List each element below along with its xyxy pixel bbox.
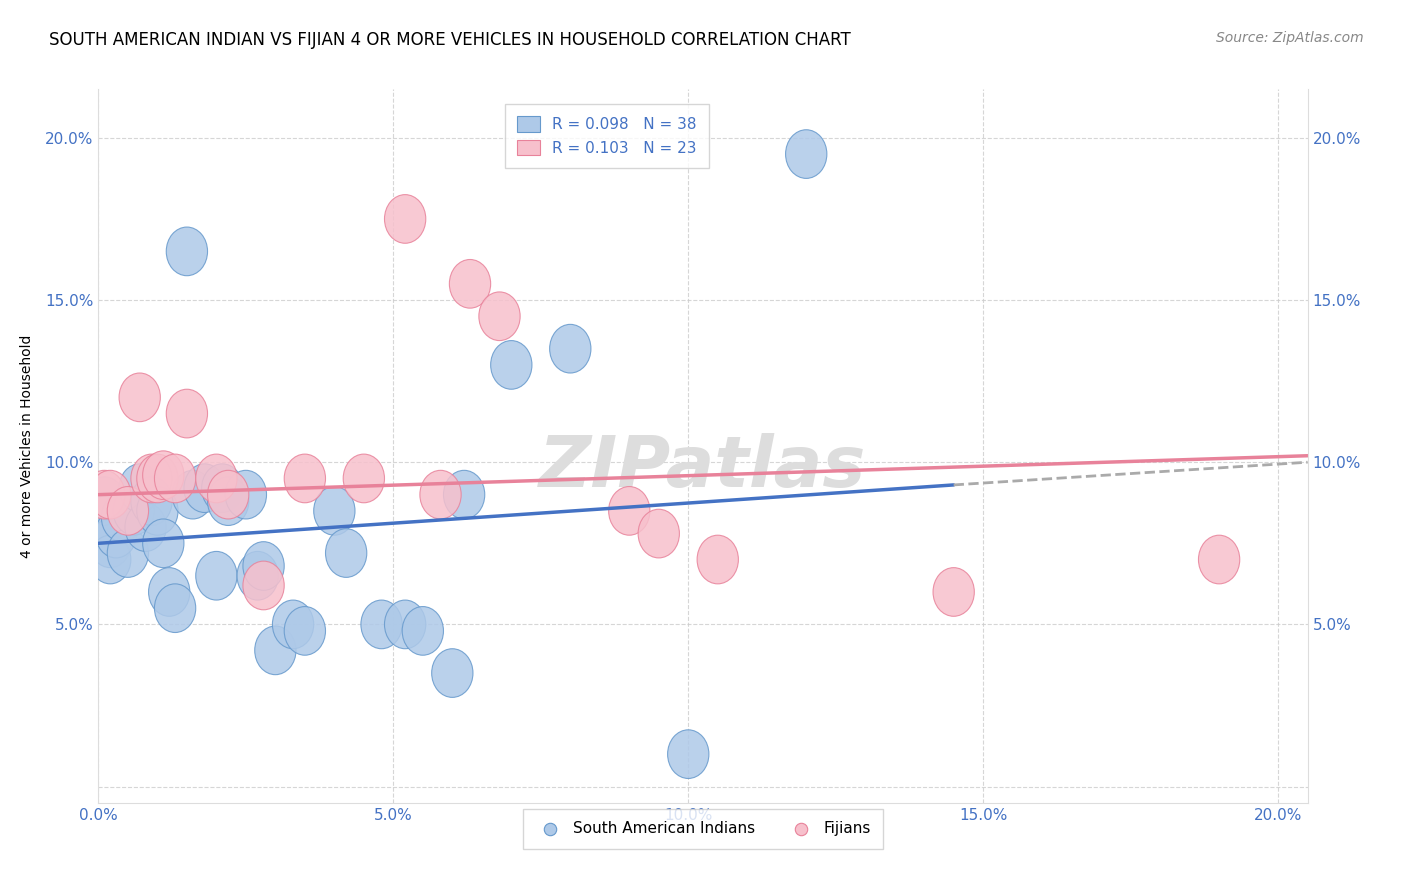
Ellipse shape: [84, 477, 125, 525]
Ellipse shape: [934, 567, 974, 616]
Ellipse shape: [284, 607, 326, 656]
Ellipse shape: [314, 486, 354, 535]
Ellipse shape: [90, 535, 131, 584]
Ellipse shape: [361, 600, 402, 648]
Text: Source: ZipAtlas.com: Source: ZipAtlas.com: [1216, 31, 1364, 45]
Ellipse shape: [479, 292, 520, 341]
Ellipse shape: [550, 325, 591, 373]
Y-axis label: 4 or more Vehicles in Household: 4 or more Vehicles in Household: [20, 334, 34, 558]
Ellipse shape: [184, 464, 225, 513]
Ellipse shape: [697, 535, 738, 584]
Ellipse shape: [491, 341, 531, 389]
Ellipse shape: [273, 600, 314, 648]
Ellipse shape: [101, 493, 142, 541]
Ellipse shape: [243, 561, 284, 610]
Ellipse shape: [96, 509, 136, 558]
Ellipse shape: [195, 551, 238, 600]
Ellipse shape: [402, 607, 443, 656]
Ellipse shape: [443, 470, 485, 519]
Ellipse shape: [107, 529, 149, 577]
Ellipse shape: [1198, 535, 1240, 584]
Ellipse shape: [243, 541, 284, 591]
Ellipse shape: [136, 454, 179, 503]
Ellipse shape: [786, 129, 827, 178]
Ellipse shape: [195, 454, 238, 503]
Ellipse shape: [638, 509, 679, 558]
Text: SOUTH AMERICAN INDIAN VS FIJIAN 4 OR MORE VEHICLES IN HOUSEHOLD CORRELATION CHAR: SOUTH AMERICAN INDIAN VS FIJIAN 4 OR MOR…: [49, 31, 851, 49]
Ellipse shape: [384, 194, 426, 244]
Ellipse shape: [668, 730, 709, 779]
Ellipse shape: [142, 450, 184, 500]
Ellipse shape: [432, 648, 472, 698]
Ellipse shape: [238, 551, 278, 600]
Ellipse shape: [254, 626, 297, 674]
Ellipse shape: [343, 454, 384, 503]
Legend: South American Indians, Fijians: South American Indians, Fijians: [523, 809, 883, 848]
Ellipse shape: [201, 464, 243, 513]
Ellipse shape: [142, 519, 184, 567]
Text: ZIPatlas: ZIPatlas: [540, 433, 866, 502]
Ellipse shape: [107, 486, 149, 535]
Ellipse shape: [166, 227, 208, 276]
Ellipse shape: [149, 567, 190, 616]
Ellipse shape: [120, 464, 160, 513]
Ellipse shape: [225, 470, 267, 519]
Ellipse shape: [326, 529, 367, 577]
Ellipse shape: [90, 470, 131, 519]
Ellipse shape: [384, 600, 426, 648]
Ellipse shape: [284, 454, 326, 503]
Ellipse shape: [131, 454, 172, 503]
Ellipse shape: [155, 584, 195, 632]
Ellipse shape: [131, 477, 172, 525]
Ellipse shape: [420, 470, 461, 519]
Ellipse shape: [112, 486, 155, 535]
Ellipse shape: [208, 470, 249, 519]
Ellipse shape: [155, 454, 195, 503]
Ellipse shape: [125, 503, 166, 551]
Ellipse shape: [172, 470, 214, 519]
Ellipse shape: [84, 496, 125, 545]
Ellipse shape: [208, 477, 249, 525]
Ellipse shape: [166, 389, 208, 438]
Ellipse shape: [136, 486, 179, 535]
Ellipse shape: [450, 260, 491, 308]
Ellipse shape: [609, 486, 650, 535]
Ellipse shape: [84, 470, 125, 519]
Ellipse shape: [90, 519, 131, 567]
Ellipse shape: [120, 373, 160, 422]
